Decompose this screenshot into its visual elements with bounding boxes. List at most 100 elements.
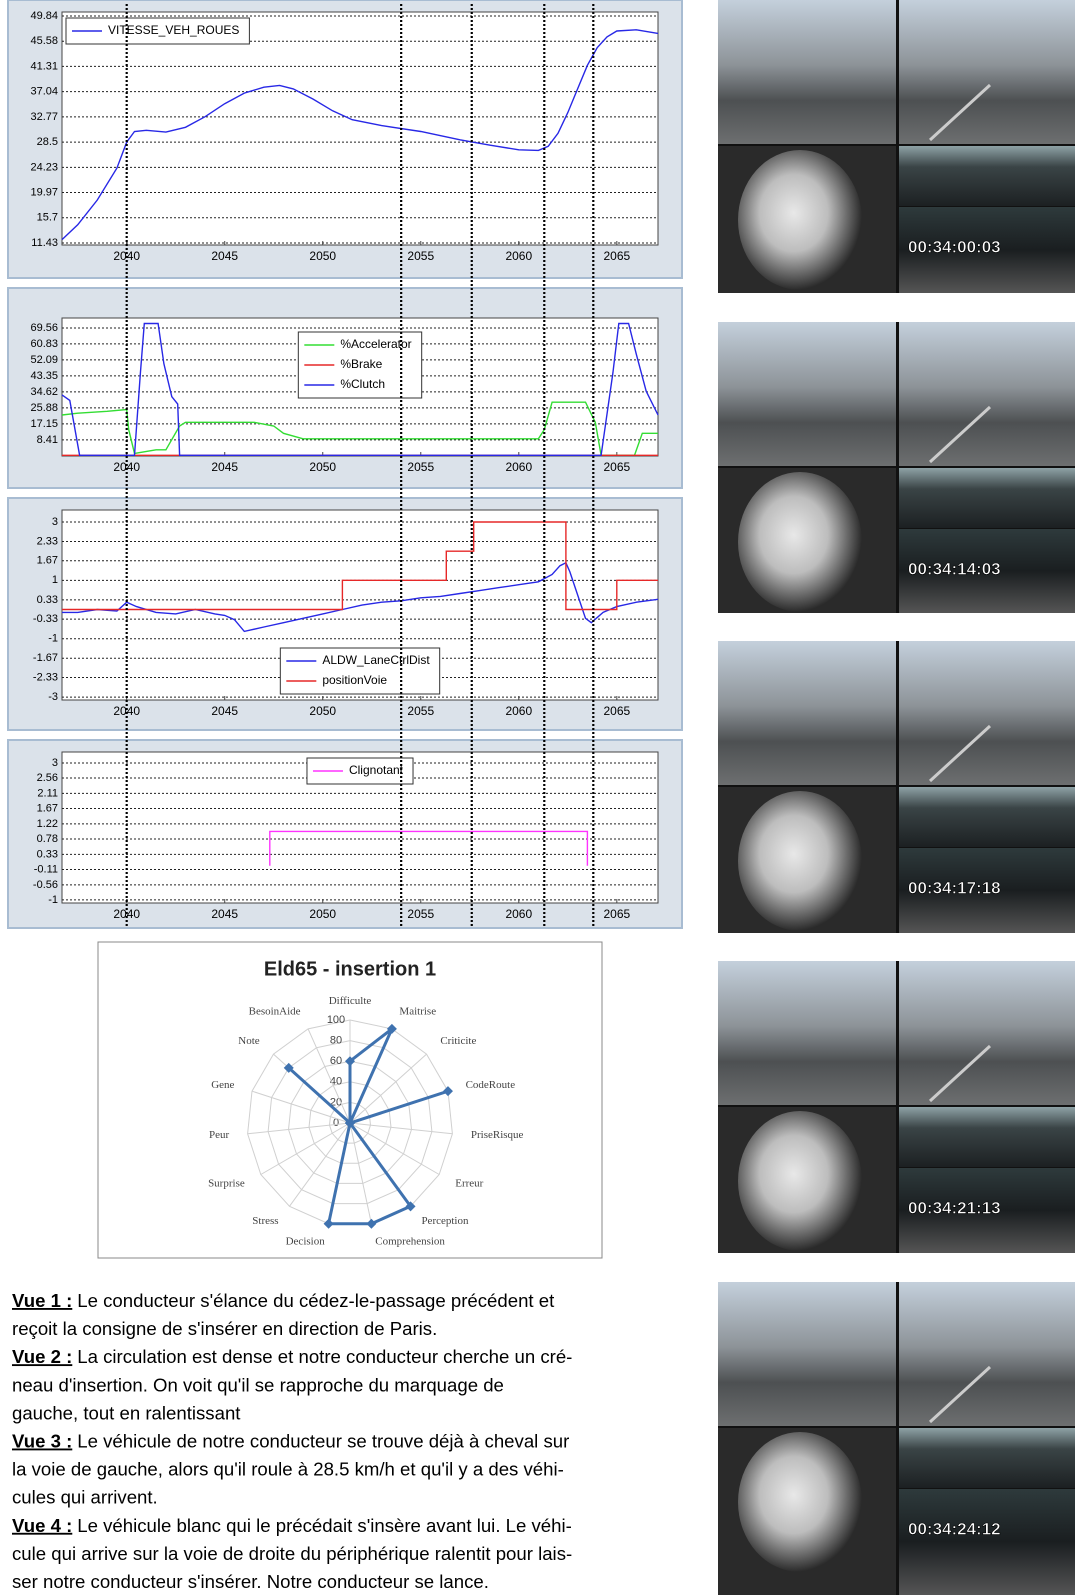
y-tick-label: 0.78 (37, 833, 58, 845)
radar-marker (405, 1201, 416, 1212)
series-line (61, 322, 659, 456)
line-chart: 8.41 17.15 25.88 34.62 43.35 52.09 60.83 69.56 2… (7, 287, 683, 489)
view-rear (899, 1428, 1075, 1488)
driver-face (738, 791, 862, 931)
y-tick-label: 8.41 (37, 434, 58, 446)
radar-spoke (349, 1122, 440, 1175)
y-tick-label: 28.5 (37, 136, 58, 148)
y-tick-label: 3 (52, 516, 58, 528)
x-tick-label: 2055 (407, 704, 434, 718)
x-tick-label: 2060 (505, 704, 532, 718)
legend-label: ALDW_LaneCtrlDist (322, 653, 430, 667)
radar-tick-label: 80 (330, 1035, 342, 1047)
radar-marker (386, 1023, 397, 1034)
radar-category-label: Note (238, 1035, 260, 1047)
note-text: gauche, tout en ralentissant (12, 1402, 241, 1423)
y-tick-label: 24.23 (30, 161, 58, 173)
x-tick-label: 2045 (211, 249, 238, 263)
x-tick-label: 2050 (309, 460, 336, 474)
radar-category-label: Peur (209, 1129, 230, 1141)
radar-category-label: Criticite (440, 1035, 476, 1047)
y-tick-label: 41.31 (30, 60, 58, 72)
radar-spoke (349, 1122, 372, 1224)
view-left (718, 961, 896, 1105)
legend-label: %Clutch (340, 377, 385, 391)
radar-marker (323, 1218, 334, 1229)
x-tick-label: 2055 (407, 907, 434, 921)
note-line: Vue 1 : Le conducteur s'élance du cédez-l… (12, 1290, 555, 1311)
radar-marker (345, 1118, 355, 1128)
radar-spoke (349, 1122, 453, 1135)
note-text: cules qui arrivent. (12, 1487, 158, 1508)
driver-face (738, 1111, 862, 1251)
legend-label: positionVoie (322, 673, 387, 687)
radar-grid (328, 1101, 372, 1144)
y-tick-label: -2.33 (33, 671, 58, 683)
view-rear (899, 787, 1075, 847)
radar-category-label: Perception (421, 1215, 469, 1227)
line-chart: -3 -2.33 -1.67 -1 -0.33 0.33 1 1.67 2.33 3 2040 204… (7, 497, 683, 731)
note-label: Vue 3 : (12, 1430, 72, 1451)
driver-face (738, 1432, 862, 1572)
y-tick-label: -1 (48, 894, 58, 906)
note-text: cule qui arrive sur la voie de droite du… (12, 1543, 572, 1564)
x-tick-label: 2040 (113, 907, 140, 921)
road-marking (928, 1044, 992, 1103)
series-line (61, 29, 659, 241)
road-marking (928, 724, 992, 783)
note-line: ser notre conducteur s'insérer. Notre co… (12, 1571, 489, 1592)
timestamp: 00:34:21:13 (908, 1198, 1001, 1217)
legend-label: %Accelerator (340, 337, 411, 351)
y-tick-label: 49.84 (30, 10, 58, 22)
y-tick-label: 32.77 (30, 111, 58, 123)
y-tick-label: -0.56 (33, 879, 58, 891)
legend-box (279, 647, 441, 695)
line-chart: -1 -0.56 -0.11 0.33 0.78 1.22 1.67 2.11 2.56 3 204… (7, 739, 683, 929)
notes: Vue 1 : Le conducteur s'élance du cédez-l… (12, 1290, 572, 1592)
note-line: Vue 2 : La circulation est dense et notre… (12, 1346, 572, 1367)
legend: Clignotant (306, 757, 414, 785)
road-marking (928, 1365, 992, 1424)
note-text: La circulation est dense et notre conduc… (77, 1346, 572, 1367)
y-tick-label: 43.35 (30, 370, 58, 382)
video-frame: 00:34:14:03 (718, 322, 1075, 613)
radar-spoke (251, 1090, 351, 1124)
note-line: Vue 4 : Le véhicule blanc qui le précédai… (12, 1515, 572, 1536)
note-text: la voie de gauche, alors qu'il roule à 2… (12, 1459, 564, 1480)
line-chart: 11.43 15.7 19.97 24.23 28.5 32.77 37.04 41.31 45… (7, 0, 683, 279)
driver-face (738, 150, 862, 290)
radar-marker (366, 1218, 377, 1229)
radar-spoke (247, 1122, 351, 1135)
view-front (899, 961, 1075, 1105)
note-text: Le conducteur s'élance du cédez-le-passa… (77, 1290, 555, 1311)
legend: %Accelerator %Brake %Clutch (297, 331, 423, 399)
y-tick-label: 69.56 (30, 322, 58, 334)
x-tick-label: 2055 (407, 249, 434, 263)
y-tick-label: 17.15 (30, 418, 58, 430)
video-frame: 00:34:21:13 (718, 961, 1075, 1253)
x-tick-label: 2040 (113, 460, 140, 474)
y-tick-label: 34.62 (30, 386, 58, 398)
note-text: Le véhicule de notre conducteur se trouv… (77, 1430, 569, 1451)
video-frame: 00:34:17:18 (718, 641, 1075, 933)
y-tick-label: 15.7 (37, 212, 58, 224)
radar-spoke (349, 1053, 427, 1124)
radar-tick-label: 60 (330, 1055, 342, 1067)
y-tick-label: -1.67 (33, 652, 58, 664)
radar-line (287, 1027, 449, 1226)
y-tick-label: 2.56 (37, 772, 58, 784)
view-rear (899, 468, 1075, 528)
note-label: Vue 2 : (12, 1346, 72, 1367)
x-tick-label: 2045 (211, 460, 238, 474)
series-line (62, 521, 658, 611)
road-marking (928, 83, 992, 142)
legend-label: %Brake (340, 357, 382, 371)
radar-spoke (289, 1122, 351, 1207)
timestamp: 00:34:00:03 (908, 237, 1001, 256)
y-tick-label: 37.04 (30, 86, 58, 98)
radar-category-label: Surprise (208, 1177, 245, 1189)
radar-category-label: Stress (252, 1215, 278, 1227)
x-tick-label: 2040 (113, 704, 140, 718)
video-frame: 00:34:24:12 (718, 1282, 1075, 1595)
